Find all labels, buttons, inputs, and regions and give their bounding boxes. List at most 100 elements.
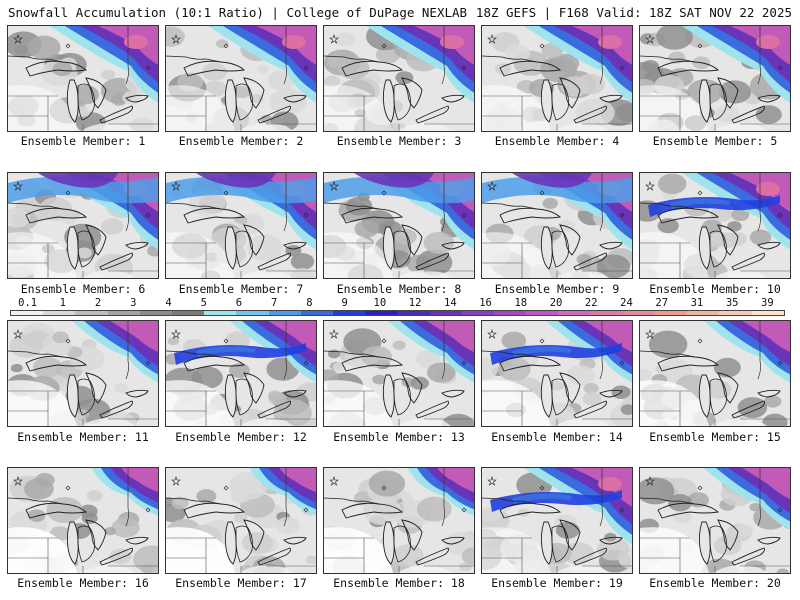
- diamond-marker: [65, 43, 71, 49]
- colorbar-label: 16: [479, 297, 492, 309]
- colorbar-segment: [268, 311, 301, 315]
- no-snow-area: [239, 418, 294, 426]
- colorbar-segment: [397, 311, 430, 315]
- star-marker: [487, 34, 497, 44]
- colorbar-label: 20: [549, 297, 563, 309]
- ensemble-member-caption: Ensemble Member: 3: [336, 134, 462, 148]
- colorbar-label: 35: [725, 297, 739, 309]
- colorbar-segment: [558, 311, 591, 315]
- lake-ontario-outline: [283, 389, 307, 398]
- ensemble-member-caption: Ensemble Member: 2: [178, 134, 304, 148]
- ensemble-member-caption: Ensemble Member: 15: [649, 430, 781, 444]
- province-border: [599, 26, 604, 85]
- light-snow-patch: [273, 399, 312, 426]
- international-border: [324, 497, 380, 505]
- snow-band-pink: [440, 35, 464, 49]
- lake-superior-outline: [25, 355, 88, 372]
- light-snow-patch: [672, 509, 693, 524]
- colorbar-label: 14: [444, 297, 457, 309]
- no-snow-area: [397, 270, 452, 278]
- light-snow-patch: [363, 497, 403, 525]
- light-snow-patch: [10, 363, 23, 373]
- star-marker: [171, 181, 181, 191]
- diamond-marker: [539, 190, 545, 196]
- snow-band-magenta: [572, 26, 632, 65]
- snowfall-map: [8, 26, 158, 131]
- light-snow-patch: [32, 357, 63, 379]
- star-marker: [329, 181, 339, 191]
- no-snow-area: [8, 527, 78, 573]
- light-snow-patch: [710, 206, 733, 222]
- colorbar-label: 12: [408, 297, 422, 309]
- michigan-peninsula-outline: [551, 230, 569, 268]
- province-border: [283, 26, 288, 85]
- light-snow-patch: [714, 535, 742, 556]
- light-snow-patch: [582, 392, 602, 406]
- snowfall-map: [8, 173, 158, 278]
- star-marker: [13, 476, 23, 486]
- light-snow-patch: [27, 35, 61, 60]
- light-snow-patch: [215, 39, 229, 49]
- lake-huron-outline: [401, 77, 423, 109]
- michigan-peninsula-outline: [393, 83, 411, 121]
- michigan-peninsula-outline: [235, 525, 253, 563]
- diamond-marker: [697, 485, 703, 491]
- michigan-peninsula-outline: [235, 230, 253, 268]
- light-snow-patch: [100, 218, 124, 235]
- no-snow-area: [8, 380, 78, 426]
- lake-erie-outline: [99, 400, 133, 419]
- colorbar-segment: [333, 311, 366, 315]
- lake-superior-outline: [341, 60, 404, 77]
- lake-michigan-outline: [540, 521, 553, 565]
- lake-michigan-outline: [224, 79, 237, 123]
- snow-band-wide-core: [354, 173, 434, 188]
- lake-michigan-outline: [382, 79, 395, 123]
- province-border: [599, 468, 604, 527]
- province-border: [125, 26, 130, 85]
- ensemble-map-panel: [7, 172, 159, 279]
- light-snow-patch: [657, 218, 679, 234]
- colorbar-label: 4: [165, 297, 172, 309]
- light-snow-patch: [24, 478, 54, 500]
- colorbar-label: 3: [130, 297, 137, 309]
- lake-superior-outline: [499, 355, 562, 372]
- star-marker: [13, 329, 23, 339]
- ensemble-map-panel: [481, 320, 633, 427]
- lake-erie-outline: [415, 400, 449, 419]
- light-snow-patch: [731, 208, 750, 222]
- lake-michigan-outline: [224, 521, 237, 565]
- no-snow-area: [324, 380, 394, 426]
- no-snow-area: [397, 418, 452, 426]
- state-borders: [8, 242, 158, 278]
- colorbar-segment: [526, 311, 559, 315]
- lake-erie-outline: [731, 400, 765, 419]
- lake-effect-band: [490, 490, 622, 512]
- light-snow-patch: [563, 542, 595, 565]
- diamond-marker: [145, 65, 151, 71]
- lake-effect-core: [196, 346, 256, 357]
- lake-superior-outline: [657, 502, 720, 519]
- province-border: [757, 26, 762, 85]
- colorbar-segment: [429, 311, 462, 315]
- state-borders: [166, 95, 316, 131]
- snowfall-map: [166, 321, 316, 426]
- state-borders: [166, 537, 316, 573]
- diamond-marker: [223, 485, 229, 491]
- ensemble-map-panel: [7, 467, 159, 574]
- lake-michigan-outline: [66, 374, 79, 418]
- star-marker: [13, 181, 23, 191]
- ensemble-map-panel: [165, 467, 317, 574]
- snowfall-map: [324, 468, 474, 573]
- state-borders: [8, 390, 158, 426]
- lake-huron-outline: [85, 519, 107, 551]
- lake-ontario-outline: [441, 389, 465, 398]
- snow-band-wide: [482, 176, 632, 204]
- state-borders: [640, 390, 790, 426]
- light-snow-patch: [111, 517, 140, 538]
- lake-erie-outline: [573, 105, 607, 124]
- colorbar-segment: [11, 311, 44, 315]
- international-border: [324, 202, 380, 210]
- light-snow-patch: [426, 362, 456, 383]
- ensemble-map-panel: [639, 467, 791, 574]
- lake-superior-outline: [183, 502, 246, 519]
